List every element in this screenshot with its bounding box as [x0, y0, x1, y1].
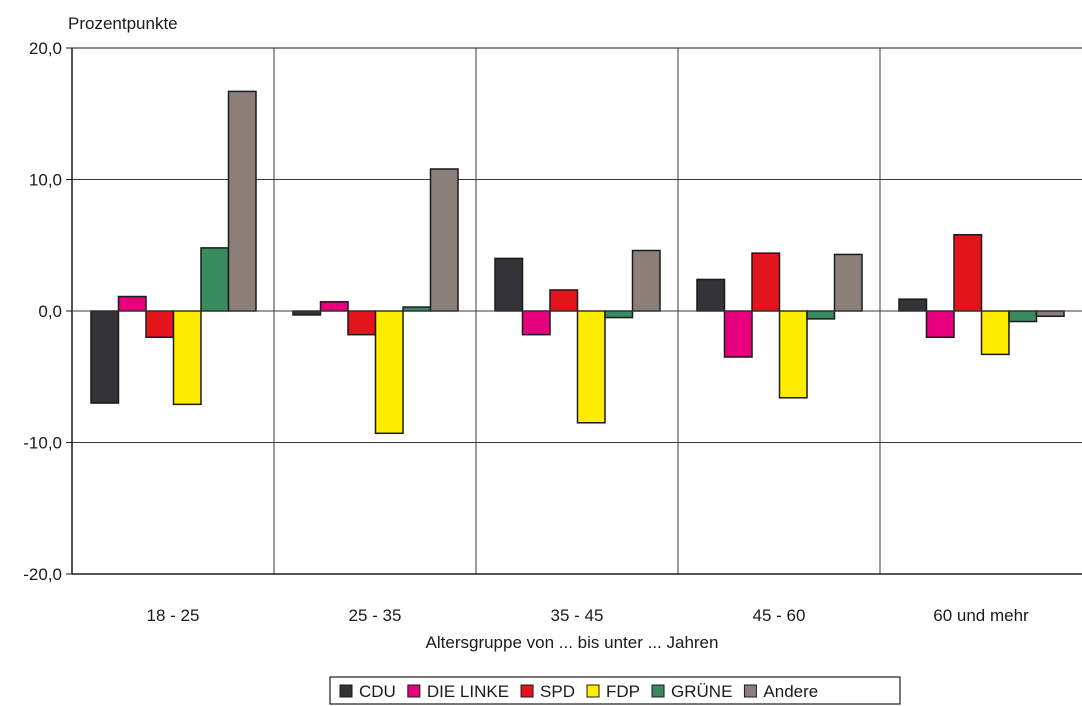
axes — [66, 47, 1082, 575]
y-tick-label: 20,0 — [29, 39, 62, 58]
legend-swatch — [651, 684, 665, 698]
bar-grüne — [1008, 310, 1038, 323]
bar-grüne — [806, 310, 836, 320]
bar-cdu — [898, 298, 928, 312]
legend-label: DIE LINKE — [427, 682, 509, 701]
y-axis-title: Prozentpunkte — [68, 14, 178, 33]
bar-cdu — [696, 278, 726, 312]
bar-cdu — [494, 257, 524, 312]
bar-cdu — [90, 310, 120, 404]
bar-fdp — [778, 310, 808, 399]
x-tick-label: 35 - 45 — [551, 606, 604, 625]
bar-die-linke — [723, 310, 753, 358]
y-tick-label: 10,0 — [29, 171, 62, 190]
y-tick-labels: 20,0 10,0 0,0 -10,0 -20,0 — [23, 39, 62, 584]
bar-fdp — [980, 310, 1010, 356]
y-tick-label: 0,0 — [38, 302, 62, 321]
bar-cdu — [292, 310, 322, 316]
legend-swatch — [407, 684, 421, 698]
legend-box — [329, 676, 901, 705]
legend-label: SPD — [540, 682, 575, 701]
bar-andere — [833, 253, 863, 312]
legend-label: Andere — [763, 682, 818, 701]
bar-spd — [549, 289, 579, 312]
bar-andere — [1035, 310, 1065, 318]
bar-die-linke — [521, 310, 551, 336]
bar-andere — [631, 249, 661, 312]
x-tick-label: 25 - 35 — [349, 606, 402, 625]
x-tick-label: 18 - 25 — [147, 606, 200, 625]
bar-die-linke — [319, 301, 349, 312]
legend-label: GRÜNE — [671, 682, 732, 701]
bars — [90, 90, 1065, 435]
bar-fdp — [374, 310, 404, 435]
bar-spd — [953, 233, 983, 312]
bar-andere — [429, 168, 459, 312]
bar-andere — [227, 90, 257, 312]
bar-spd — [751, 252, 781, 312]
y-tick-label: -10,0 — [23, 434, 62, 453]
y-tick-label: -20,0 — [23, 565, 62, 584]
x-tick-labels: 18 - 25 25 - 35 35 - 45 45 - 60 60 und mehr — [147, 606, 1030, 625]
bar-spd — [145, 310, 175, 339]
bar-spd — [347, 310, 377, 336]
bar-grüne — [604, 310, 634, 319]
legend-swatch — [586, 684, 600, 698]
bar-fdp — [576, 310, 606, 424]
legend-swatch — [520, 684, 534, 698]
x-tick-label: 60 und mehr — [933, 606, 1029, 625]
bar-grüne — [402, 306, 432, 312]
legend: CDU DIE LINKE SPD FDP GRÜNE Andere — [329, 676, 901, 705]
legend-label: FDP — [606, 682, 640, 701]
legend-swatch — [339, 684, 353, 698]
bar-die-linke — [117, 295, 147, 312]
bar-die-linke — [925, 310, 955, 339]
bar-grüne — [200, 247, 230, 312]
x-tick-label: 45 - 60 — [753, 606, 806, 625]
bar-fdp — [172, 310, 202, 406]
legend-swatch — [743, 684, 757, 698]
x-axis-title: Altersgruppe von ... bis unter ... Jahre… — [426, 633, 719, 652]
legend-label: CDU — [359, 682, 396, 701]
